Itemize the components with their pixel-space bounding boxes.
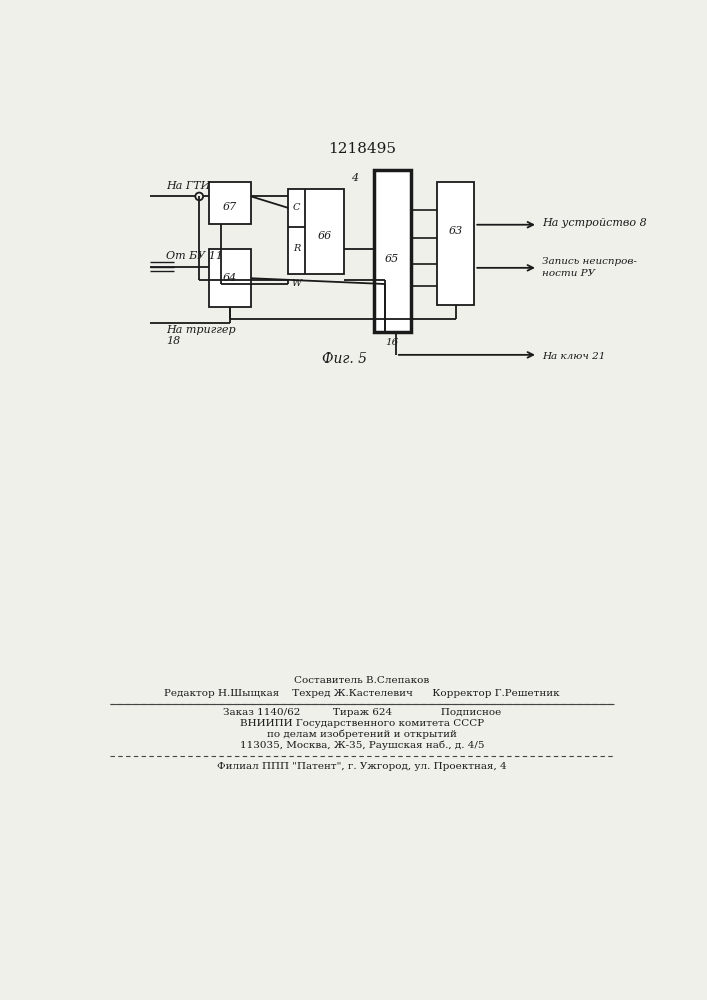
Text: C: C bbox=[293, 203, 300, 212]
Text: по делам изобретений и открытий: по делам изобретений и открытий bbox=[267, 730, 457, 739]
Text: На триггер: На триггер bbox=[166, 325, 235, 335]
Text: 67: 67 bbox=[223, 202, 237, 212]
Text: На устройство 8: На устройство 8 bbox=[542, 218, 646, 228]
Bar bbox=[288, 189, 344, 274]
Text: 64: 64 bbox=[223, 273, 237, 283]
Text: 63: 63 bbox=[449, 226, 463, 236]
Bar bbox=[209, 249, 251, 307]
Text: Составитель В.Слепаков: Составитель В.Слепаков bbox=[294, 676, 430, 685]
Text: W: W bbox=[292, 279, 302, 288]
Text: Фиг. 5: Фиг. 5 bbox=[322, 352, 367, 366]
Bar bbox=[373, 170, 411, 332]
Text: На ГТИ: На ГТИ bbox=[166, 181, 210, 191]
Text: ности РУ: ности РУ bbox=[542, 269, 595, 278]
Text: R: R bbox=[293, 244, 300, 253]
Text: 4: 4 bbox=[351, 173, 358, 183]
Text: 65: 65 bbox=[385, 254, 399, 264]
Text: ВНИИПИ Государственного комитета СССР: ВНИИПИ Государственного комитета СССР bbox=[240, 719, 484, 728]
Text: На ключ 21: На ключ 21 bbox=[542, 352, 605, 361]
Text: 113035, Москва, Ж-35, Раушская наб., д. 4/5: 113035, Москва, Ж-35, Раушская наб., д. … bbox=[240, 740, 484, 750]
Text: 16: 16 bbox=[385, 338, 399, 347]
Text: Редактор Н.Шыщкая    Техред Ж.Кастелевич      Корректор Г.Решетник: Редактор Н.Шыщкая Техред Ж.Кастелевич Ко… bbox=[164, 689, 560, 698]
Text: Запись неиспров-: Запись неиспров- bbox=[542, 257, 636, 266]
Text: 1218495: 1218495 bbox=[328, 142, 396, 156]
Text: 18: 18 bbox=[166, 336, 180, 346]
Text: Заказ 1140/62          Тираж 624               Подписное: Заказ 1140/62 Тираж 624 Подписное bbox=[223, 708, 501, 717]
Text: Филиал ППП "Патент", г. Ужгород, ул. Проектная, 4: Филиал ППП "Патент", г. Ужгород, ул. Про… bbox=[217, 762, 507, 771]
Bar bbox=[209, 182, 251, 224]
Text: От БУ 11: От БУ 11 bbox=[166, 251, 223, 261]
Text: 66: 66 bbox=[317, 231, 332, 241]
Bar bbox=[437, 182, 474, 305]
